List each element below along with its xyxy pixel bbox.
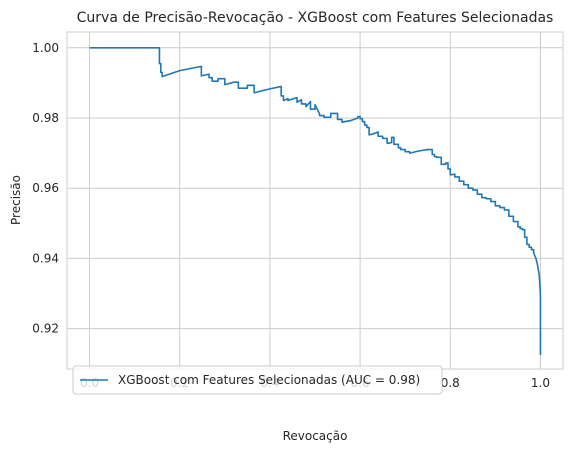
legend-label: XGBoost com Features Selecionadas (AUC =… bbox=[118, 373, 420, 387]
pr-curve-line bbox=[89, 47, 542, 355]
y-tick-labels: 0.92 0.94 0.96 0.98 1.00 bbox=[32, 41, 59, 336]
legend: XGBoost com Features Selecionadas (AUC =… bbox=[72, 365, 443, 395]
x-axis-label: Revocação bbox=[283, 429, 348, 443]
chart-title: Curva de Precisão-Revocação - XGBoost co… bbox=[77, 10, 554, 26]
plot-area bbox=[67, 32, 563, 369]
x-tick-label: 1.0 bbox=[531, 376, 550, 390]
y-tick-label: 1.00 bbox=[32, 41, 59, 55]
y-tick-label: 0.92 bbox=[32, 322, 59, 336]
y-tick-label: 0.98 bbox=[32, 111, 59, 125]
legend-box bbox=[72, 365, 443, 395]
x-tick-label: 0.8 bbox=[441, 376, 460, 390]
y-axis-label: Precisão bbox=[9, 175, 23, 225]
y-tick-label: 0.94 bbox=[32, 251, 59, 265]
y-tick-label: 0.96 bbox=[32, 181, 59, 195]
